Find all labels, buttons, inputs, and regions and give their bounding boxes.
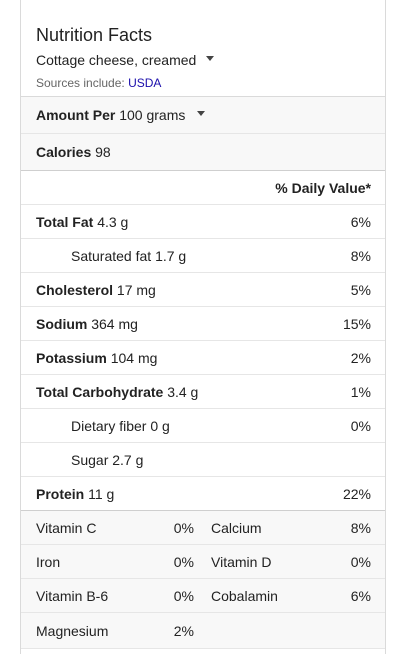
nutrient-label: Total Fat xyxy=(36,213,94,230)
nutrient-amount: 4.3 g xyxy=(97,213,129,230)
nutrient-row-total-carbohydrate: Total Carbohydrate 3.4 g 1% xyxy=(21,375,385,409)
nutrient-row-cholesterol: Cholesterol 17 mg 5% xyxy=(21,273,385,307)
vitamin-name: Vitamin C xyxy=(36,519,97,536)
vitamin-row: Magnesium 2% xyxy=(21,613,385,649)
amount-per-value: 100 grams xyxy=(119,107,186,123)
caret-down-icon xyxy=(206,55,215,61)
vitamin-pct: 0% xyxy=(173,519,194,536)
nutrient-row-sugar: Sugar 2.7 g xyxy=(21,443,385,477)
nutrient-pct: 8% xyxy=(350,247,371,264)
vitamin-pct: 2% xyxy=(173,622,194,639)
nutrient-label: Sugar xyxy=(71,451,109,468)
caret-down-icon xyxy=(197,110,206,116)
vitamin-name: Calcium xyxy=(211,519,262,536)
nutrient-row-total-fat: Total Fat 4.3 g 6% xyxy=(21,205,385,239)
vitamin-pct: 0% xyxy=(173,553,194,570)
nutrient-label: Sodium xyxy=(36,315,88,332)
vitamin-row: Vitamin B-6 0% Cobalamin 6% xyxy=(21,579,385,613)
calories-label: Calories xyxy=(36,144,92,160)
page-title: Nutrition Facts xyxy=(36,25,153,45)
nutrient-amount: 2.7 g xyxy=(112,451,144,468)
daily-value-header-row: % Daily Value* xyxy=(21,171,385,205)
nutrition-facts-panel: Nutrition Facts Cottage cheese, creamed … xyxy=(20,0,386,654)
amount-per-row[interactable]: Amount Per 100 grams xyxy=(21,97,385,134)
amount-per-label: Amount Per xyxy=(36,107,116,123)
vitamin-row: Iron 0% Vitamin D 0% xyxy=(21,545,385,579)
nutrient-pct: 15% xyxy=(342,315,371,332)
nutrient-label: Cholesterol xyxy=(36,281,114,298)
nutrient-amount: 17 mg xyxy=(116,281,156,298)
nutrient-label: Total Carbohydrate xyxy=(36,383,164,400)
vitamin-pct: 6% xyxy=(350,587,371,604)
nutrient-label: Protein xyxy=(36,485,85,502)
nutrient-row-saturated-fat: Saturated fat 1.7 g 8% xyxy=(21,239,385,273)
calories-row: Calories 98 xyxy=(21,134,385,171)
vitamin-name: Iron xyxy=(36,553,61,570)
nutrient-row-protein: Protein 11 g 22% xyxy=(21,477,385,511)
nutrient-label: Potassium xyxy=(36,349,107,366)
vitamin-name: Vitamin D xyxy=(211,553,272,570)
nutrient-pct: 5% xyxy=(350,281,371,298)
nutrient-amount: 364 mg xyxy=(91,315,138,332)
usda-link[interactable]: USDA xyxy=(128,76,162,90)
nutrient-label: Dietary fiber xyxy=(71,417,147,434)
nutrient-amount: 1.7 g xyxy=(155,247,187,264)
vitamin-name: Cobalamin xyxy=(211,587,278,604)
nutrient-pct: 1% xyxy=(350,383,371,400)
food-select-label: Cottage cheese, creamed xyxy=(36,52,197,68)
nutrient-row-dietary-fiber: Dietary fiber 0 g 0% xyxy=(21,409,385,443)
daily-value-header: % Daily Value* xyxy=(275,179,371,196)
sources-line: Sources include: USDA xyxy=(36,76,161,90)
calories-value: 98 xyxy=(95,144,111,160)
nutrient-amount: 3.4 g xyxy=(167,383,199,400)
vitamin-row: Vitamin C 0% Calcium 8% xyxy=(21,511,385,545)
vitamin-name: Vitamin B-6 xyxy=(36,587,109,604)
nutrient-label: Saturated fat xyxy=(71,247,152,264)
nutrient-pct: 0% xyxy=(350,417,371,434)
nutrient-amount: 0 g xyxy=(150,417,170,434)
vitamin-pct: 0% xyxy=(350,553,371,570)
nutrient-row-sodium: Sodium 364 mg 15% xyxy=(21,307,385,341)
food-select-dropdown[interactable]: Cottage cheese, creamed xyxy=(36,52,215,68)
nutrition-header: Nutrition Facts Cottage cheese, creamed … xyxy=(21,0,385,97)
nutrient-pct: 22% xyxy=(342,485,371,502)
nutrient-amount: 104 mg xyxy=(110,349,158,366)
vitamin-name: Magnesium xyxy=(36,622,109,639)
nutrient-pct: 2% xyxy=(350,349,371,366)
vitamin-pct: 8% xyxy=(350,519,371,536)
vitamin-pct: 0% xyxy=(173,587,194,604)
sources-prefix: Sources include: xyxy=(36,76,129,90)
nutrient-pct: 6% xyxy=(350,213,371,230)
nutrient-amount: 11 g xyxy=(88,485,115,502)
nutrient-row-potassium: Potassium 104 mg 2% xyxy=(21,341,385,375)
